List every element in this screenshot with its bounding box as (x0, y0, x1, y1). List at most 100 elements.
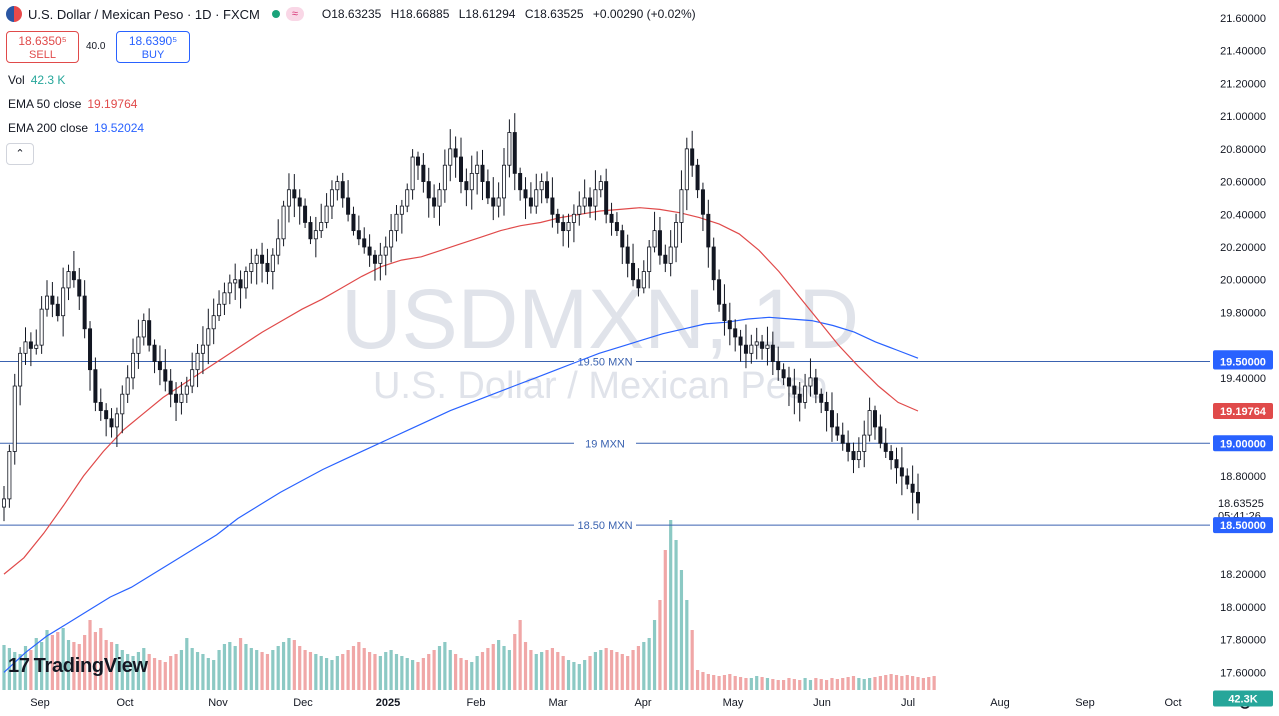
candle-body (249, 262, 254, 272)
price-label-text: 19.50000 (1220, 357, 1266, 369)
y-tick-label: 20.00000 (1220, 275, 1266, 287)
volume-bar (448, 650, 452, 690)
candle-body (706, 213, 711, 248)
candle-body (174, 393, 179, 403)
candle (372, 250, 377, 281)
candle-body (152, 344, 157, 362)
volume-bar (749, 678, 753, 690)
candle-body (523, 189, 528, 199)
volume-bar (341, 654, 345, 690)
candle-body (663, 254, 668, 264)
candle (598, 175, 603, 198)
volume-bar (819, 679, 823, 690)
candle-body (776, 361, 781, 371)
volume-bar (889, 674, 893, 690)
volume-bar (470, 662, 474, 690)
ema50-value: 19.19764 (87, 97, 138, 111)
candle (399, 199, 404, 234)
candle (765, 326, 770, 366)
candle (491, 177, 496, 221)
candle (786, 366, 791, 407)
candle-body (265, 262, 270, 272)
volume-bar (894, 675, 899, 690)
candle-body (534, 189, 539, 207)
candle (136, 319, 141, 369)
candle-body (835, 426, 840, 436)
volume-bar (319, 656, 323, 690)
candle-body (50, 295, 55, 305)
candle-body (819, 393, 824, 403)
candle-body (480, 164, 485, 182)
candle-body (222, 292, 227, 305)
volume-bar (454, 654, 458, 690)
candle (872, 405, 877, 440)
volume-bar (271, 650, 275, 690)
volume-bar (561, 656, 565, 690)
volume-bar (701, 672, 705, 690)
ema200-legend[interactable]: EMA 200 close 19.52024 (8, 121, 144, 135)
symbol-title[interactable]: U.S. Dollar / Mexican Peso · 1D · FXCM (28, 6, 260, 22)
candle-body (23, 341, 28, 354)
volume-bar (846, 677, 850, 690)
candle (910, 465, 915, 514)
candle (496, 182, 501, 218)
volume-bar (540, 652, 544, 690)
volume-bar (475, 656, 479, 690)
volume-bar (905, 675, 909, 690)
candle (889, 445, 894, 470)
candle-body (458, 156, 463, 182)
candle-body (711, 246, 716, 281)
volume-bar (362, 648, 366, 690)
volume-bar (72, 642, 76, 690)
tradingview-wordmark: TradingView (33, 655, 148, 677)
volume-bar (459, 658, 463, 690)
collapse-legend-button[interactable]: ⌃ (6, 143, 34, 165)
volume-bar (324, 658, 329, 690)
volume-bar (728, 674, 732, 690)
buy-button[interactable]: 18.6390⁵ BUY (116, 31, 190, 63)
sell-button[interactable]: 18.6350⁵ SELL (6, 31, 79, 63)
volume-bar (115, 644, 119, 690)
candle-body (555, 213, 560, 223)
candle-body (631, 262, 636, 281)
horizontal-line-label-bg (574, 517, 636, 534)
candle (770, 331, 775, 376)
candle-body (593, 189, 598, 207)
volume-legend[interactable]: Vol 42.3 K (8, 73, 65, 87)
candle (71, 250, 76, 288)
candle-body (829, 410, 834, 428)
candle-body (512, 132, 517, 174)
volume-bar (298, 646, 302, 690)
volume-bar (265, 654, 270, 690)
volume-bar (588, 656, 592, 690)
ema50-legend[interactable]: EMA 50 close 19.19764 (8, 97, 137, 111)
volume-bar (104, 640, 108, 690)
horizontal-lines[interactable]: 19.50 MXN 19 MXN 18.50 MXN (0, 353, 1210, 534)
candle-body (561, 222, 566, 232)
candle (340, 172, 345, 208)
candle (415, 151, 420, 180)
candle-body (652, 230, 657, 248)
ohlc-low-value: 18.61294 (465, 7, 516, 21)
wave-icon[interactable]: ≈ (285, 7, 304, 21)
volume-bar (169, 656, 173, 690)
candle-body (270, 254, 275, 272)
candle (93, 357, 98, 412)
volume-bar (620, 654, 624, 690)
candle (749, 334, 754, 364)
candle-body (571, 213, 576, 223)
watermark-name: U.S. Dollar / Mexican Peso (373, 365, 827, 407)
ema50-label: EMA 50 close (8, 97, 82, 111)
candlesticks[interactable] (2, 113, 921, 522)
volume-bar (674, 540, 678, 690)
candle-body (727, 320, 732, 330)
candle (217, 290, 222, 322)
volume-bar (394, 654, 399, 690)
volume-bar (647, 638, 651, 690)
candle-body (846, 442, 851, 452)
candle (184, 376, 189, 403)
candle-body (292, 189, 297, 199)
candle-body (383, 246, 388, 256)
candle-body (276, 238, 281, 256)
